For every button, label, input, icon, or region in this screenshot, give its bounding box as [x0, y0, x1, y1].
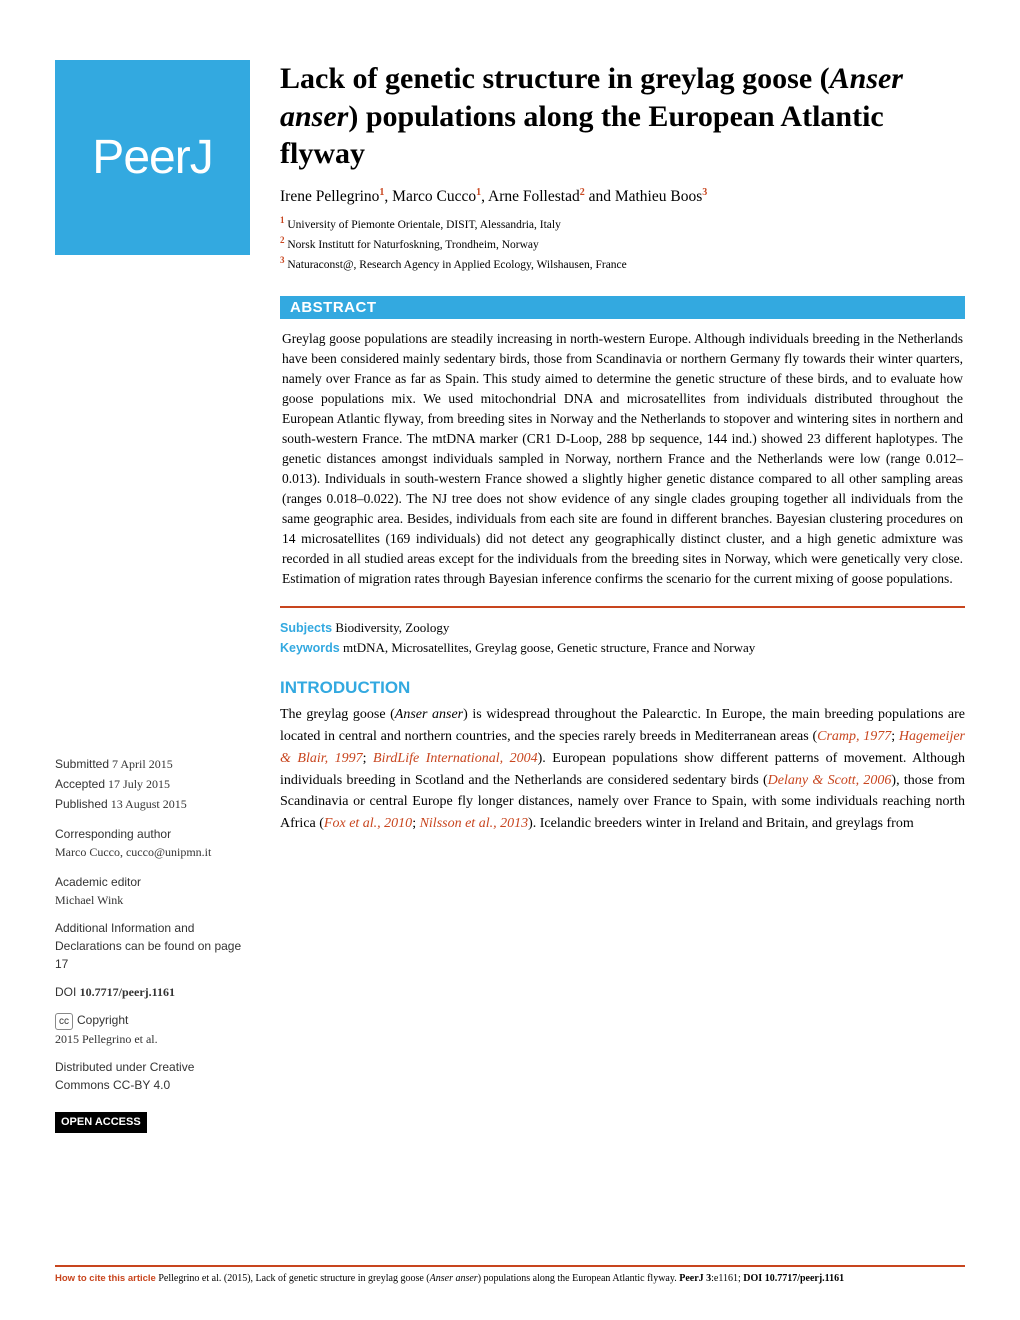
doi-value: 10.7717/peerj.1161	[80, 985, 175, 999]
introduction-text: The greylag goose (Anser anser) is wides…	[280, 704, 965, 834]
affiliation: 3 Naturaconst@, Research Agency in Appli…	[280, 254, 965, 274]
journal-logo: PeerJ	[55, 60, 250, 255]
metadata-sidebar: Submitted 7 April 2015 Accepted 17 July …	[55, 755, 250, 1133]
copyright-label: Copyright	[77, 1013, 128, 1027]
academic-editor-label: Academic editor	[55, 873, 250, 891]
doi-label: DOI	[55, 985, 80, 999]
accepted-label: Accepted	[55, 777, 105, 791]
keywords-row: Keywords mtDNA, Microsatellites, Greylag…	[280, 640, 965, 656]
copyright-holder: 2015 Pellegrino et al.	[55, 1030, 250, 1048]
academic-editor: Michael Wink	[55, 891, 250, 909]
affiliations-list: 1 University of Piemonte Orientale, DISI…	[280, 214, 965, 274]
submitted-date: 7 April 2015	[109, 757, 173, 771]
affiliation: 2 Norsk Institutt for Naturfoskning, Tro…	[280, 234, 965, 254]
citation-link[interactable]: BirdLife International, 2004	[373, 751, 538, 766]
corresponding-author: Marco Cucco, cucco@unipmn.it	[55, 843, 250, 861]
section-divider	[280, 606, 965, 608]
affiliation: 1 University of Piemonte Orientale, DISI…	[280, 214, 965, 234]
subjects-value: Biodiversity, Zoology	[332, 620, 449, 635]
subjects-row: Subjects Biodiversity, Zoology	[280, 620, 965, 636]
license-text: Distributed under Creative Commons CC-BY…	[55, 1058, 250, 1094]
introduction-heading: INTRODUCTION	[280, 678, 965, 698]
abstract-heading: ABSTRACT	[280, 296, 965, 319]
submitted-label: Submitted	[55, 757, 109, 771]
cc-icon: cc	[55, 1013, 73, 1030]
keywords-value: mtDNA, Microsatellites, Greylag goose, G…	[340, 640, 756, 655]
how-to-cite-label: How to cite this article	[55, 1273, 156, 1284]
citation-link[interactable]: Delany & Scott, 2006	[768, 773, 892, 788]
keywords-label: Keywords	[280, 641, 340, 655]
published-label: Published	[55, 797, 108, 811]
citation-footer: How to cite this article Pellegrino et a…	[55, 1265, 965, 1286]
additional-info: Additional Information and Declarations …	[55, 919, 250, 973]
citation-link[interactable]: Nilsson et al., 2013	[420, 816, 529, 831]
author-list: Irene Pellegrino1, Marco Cucco1, Arne Fo…	[280, 187, 965, 206]
accepted-date: 17 July 2015	[105, 777, 170, 791]
abstract-text: Greylag goose populations are steadily i…	[280, 319, 965, 589]
published-date: 13 August 2015	[108, 797, 187, 811]
subjects-label: Subjects	[280, 621, 332, 635]
citation-link[interactable]: Fox et al., 2010	[324, 816, 412, 831]
article-title: Lack of genetic structure in greylag goo…	[280, 60, 965, 173]
open-access-badge: OPEN ACCESS	[55, 1112, 147, 1133]
logo-text: PeerJ	[92, 130, 212, 185]
citation-link[interactable]: Cramp, 1977	[817, 729, 891, 744]
corresponding-author-label: Corresponding author	[55, 825, 250, 843]
